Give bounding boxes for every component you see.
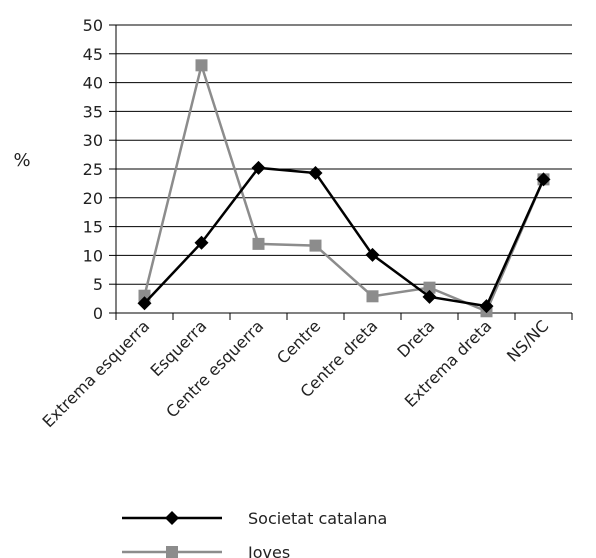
data-point — [422, 289, 437, 304]
data-point — [309, 239, 322, 252]
series-1 — [138, 59, 550, 318]
series-0 — [137, 160, 551, 314]
legend-item: Societat catalana — [122, 509, 387, 528]
y-tick-label: 45 — [83, 45, 103, 64]
data-point — [252, 237, 265, 250]
y-tick-label: 0 — [93, 304, 103, 323]
data-point — [366, 290, 379, 303]
x-tick-label: Centre — [273, 316, 324, 367]
x-tick-label: Dreta — [393, 316, 438, 361]
y-tick-label: 10 — [83, 246, 103, 265]
y-tick-label: 50 — [83, 16, 103, 35]
series-line — [143, 166, 545, 308]
x-tick-label: NS/NC — [503, 316, 552, 365]
data-point — [308, 166, 323, 181]
data-point — [195, 59, 208, 72]
y-tick-label: 25 — [83, 160, 103, 179]
data-point — [479, 299, 494, 314]
data-point — [423, 281, 436, 294]
data-point — [137, 296, 152, 311]
x-tick-label: Centre esquerra — [162, 316, 267, 421]
gridlines — [116, 24, 572, 285]
y-axis-label: % — [13, 150, 30, 171]
y-axis: 0 5 10 15 20 25 30 35 40 45 50 — [83, 16, 117, 323]
y-tick-label: 40 — [83, 74, 103, 93]
legend-marker — [165, 511, 179, 525]
x-tick-label: Extrema esquerra — [38, 316, 153, 431]
legend: Societat catalana Joves — [122, 509, 387, 558]
y-tick-label: 15 — [83, 218, 103, 237]
legend-label: Joves — [247, 543, 290, 558]
series-line — [143, 60, 545, 313]
legend-marker — [166, 546, 178, 558]
data-point — [536, 172, 551, 187]
data-point — [194, 235, 209, 250]
y-tick-label: 5 — [93, 275, 103, 294]
y-tick-label: 20 — [83, 189, 103, 208]
data-point — [365, 247, 380, 262]
y-tick-label: 30 — [83, 131, 103, 150]
legend-label: Societat catalana — [248, 509, 387, 528]
y-tick-label: 35 — [83, 102, 103, 121]
series-group — [137, 59, 551, 318]
legend-item: Joves — [122, 543, 290, 558]
data-point — [251, 160, 266, 175]
